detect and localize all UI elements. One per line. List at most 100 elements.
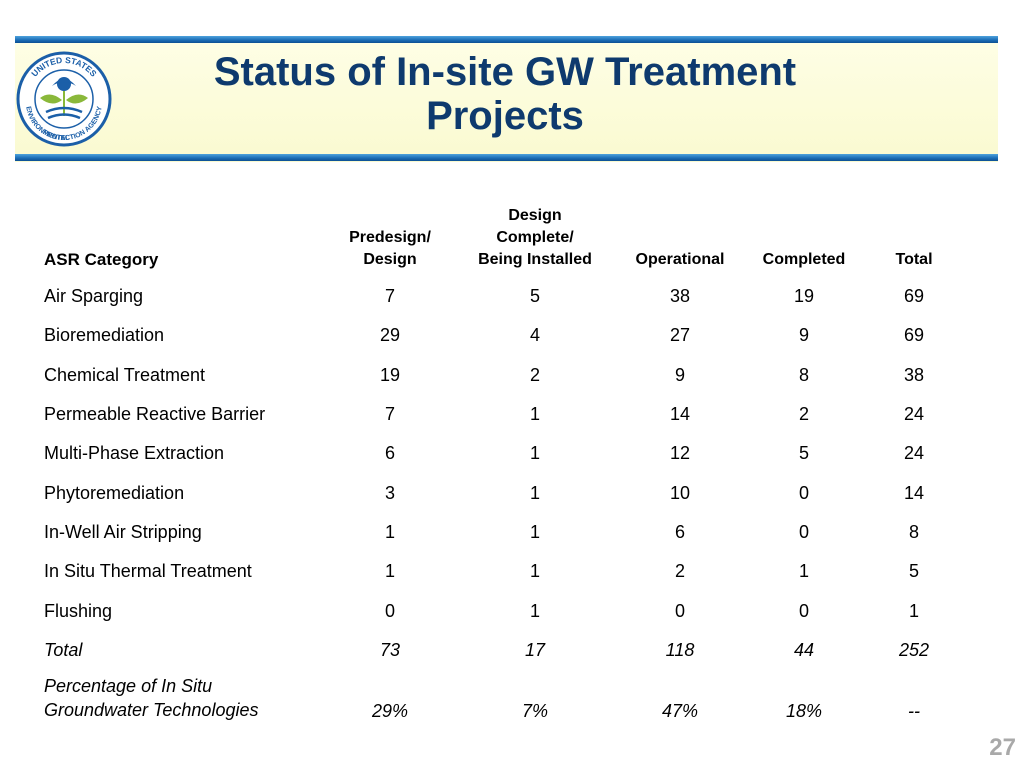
cell-predesign: 3 — [384, 482, 395, 503]
cell-design-complete: 2 — [529, 364, 540, 385]
cell-operational: 14 — [669, 404, 691, 425]
flower-icon — [40, 77, 88, 120]
cell-operational: 12 — [669, 443, 691, 464]
cell-design-complete: 1 — [529, 521, 540, 542]
cell-completed: 0 — [798, 521, 809, 542]
percentage-row: Percentage of In Situ Groundwater Techno… — [36, 670, 964, 724]
row-category: Permeable Reactive Barrier — [44, 404, 266, 425]
row-category: Multi-Phase Extraction — [44, 443, 225, 464]
cell-operational: 38 — [669, 286, 691, 307]
cell-predesign: 7 — [384, 286, 395, 307]
cell-design-complete: 5 — [529, 286, 540, 307]
epa-logo: UNITED STATES ENVIRONMENTAL PROTECTION A… — [16, 51, 112, 147]
total-design-complete: 17 — [524, 639, 546, 660]
slide-title-line-1: Status of In-site GW Treatment — [213, 50, 797, 94]
table-row: Chemical Treatment 19 2 9 8 38 — [36, 356, 964, 395]
table-header-row: ASR Category Predesign/ Design Design Co… — [36, 205, 964, 277]
cell-operational: 27 — [669, 325, 691, 346]
cell-total: 38 — [903, 364, 925, 385]
table-row: Air Sparging 7 5 38 19 69 — [36, 277, 964, 316]
table-row: In-Well Air Stripping 1 1 6 0 8 — [36, 513, 964, 552]
header-predesign: Predesign/ Design — [326, 205, 454, 277]
total-predesign: 73 — [379, 639, 401, 660]
cell-design-complete: 1 — [529, 443, 540, 464]
page-number: 27 — [989, 734, 1016, 761]
cell-operational: 10 — [669, 482, 691, 503]
total-row: Total 73 17 118 44 252 — [36, 631, 964, 670]
banner-bottom-bar — [15, 154, 998, 161]
percentage-design-complete: 7% — [521, 700, 548, 721]
title-banner — [15, 36, 998, 162]
row-category: In-Well Air Stripping — [44, 521, 202, 542]
percentage-predesign: 29% — [371, 700, 409, 721]
cell-total: 14 — [903, 482, 925, 503]
cell-completed: 1 — [798, 561, 809, 582]
total-total: 252 — [898, 639, 930, 660]
cell-predesign: 7 — [384, 404, 395, 425]
header-total: Total — [895, 251, 933, 268]
cell-design-complete: 1 — [529, 561, 540, 582]
header-predesign-line-2: Design — [363, 251, 417, 268]
table-row: Permeable Reactive Barrier 7 1 14 2 24 — [36, 395, 964, 434]
header-design-line-3: Being Installed — [478, 251, 592, 268]
cell-completed: 19 — [793, 286, 815, 307]
percentage-label-line-2: Groundwater Technologies — [44, 699, 259, 720]
table-row: Multi-Phase Extraction 6 1 12 5 24 — [36, 434, 964, 473]
cell-completed: 5 — [798, 443, 809, 464]
cell-completed: 0 — [798, 600, 809, 621]
header-asr-category: ASR Category — [44, 250, 159, 269]
percentage-label: Percentage of In Situ Groundwater Techno… — [36, 670, 326, 724]
header-predesign-line-1: Predesign/ — [349, 229, 431, 246]
row-category: Air Sparging — [44, 286, 144, 307]
row-category: Flushing — [44, 600, 113, 621]
cell-predesign: 6 — [384, 443, 395, 464]
total-completed: 44 — [793, 639, 815, 660]
slide-title-line-2: Projects — [426, 94, 584, 138]
total-operational: 118 — [665, 639, 695, 660]
header-completed: Completed — [762, 251, 846, 268]
status-table: ASR Category Predesign/ Design Design Co… — [36, 205, 964, 724]
percentage-completed: 18% — [785, 700, 823, 721]
total-label: Total — [44, 639, 83, 660]
cell-completed: 2 — [798, 404, 809, 425]
cell-design-complete: 4 — [529, 325, 540, 346]
cell-completed: 9 — [798, 325, 809, 346]
table-row: Flushing 0 1 0 0 1 — [36, 591, 964, 630]
cell-total: 1 — [908, 600, 919, 621]
cell-predesign: 1 — [384, 561, 395, 582]
cell-predesign: 19 — [379, 364, 401, 385]
row-category: Bioremediation — [44, 325, 165, 346]
percentage-total: -- — [908, 700, 920, 721]
row-category: Phytoremediation — [44, 482, 185, 503]
percentage-operational: 47% — [661, 700, 699, 721]
cell-completed: 8 — [798, 364, 809, 385]
cell-total: 69 — [903, 325, 925, 346]
table-row: In Situ Thermal Treatment 1 1 2 1 5 — [36, 552, 964, 591]
cell-total: 24 — [903, 404, 925, 425]
row-category: Chemical Treatment — [44, 364, 206, 385]
cell-predesign: 0 — [384, 600, 395, 621]
header-design-line-1: Design — [508, 207, 562, 224]
slide-title: Status of In-site GW Treatment Projects — [130, 50, 880, 138]
cell-total: 8 — [908, 521, 919, 542]
table-row: Phytoremediation 3 1 10 0 14 — [36, 473, 964, 512]
header-operational: Operational — [635, 251, 725, 268]
cell-operational: 9 — [674, 364, 685, 385]
percentage-label-line-1: Percentage of In Situ — [44, 675, 213, 696]
header-design-line-2: Complete/ — [496, 229, 574, 246]
cell-design-complete: 1 — [529, 404, 540, 425]
cell-predesign: 1 — [384, 521, 395, 542]
cell-operational: 6 — [674, 521, 685, 542]
header-design-complete: Design Complete/ Being Installed — [454, 205, 616, 277]
cell-completed: 0 — [798, 482, 809, 503]
cell-predesign: 29 — [379, 325, 401, 346]
cell-total: 69 — [903, 286, 925, 307]
cell-design-complete: 1 — [529, 600, 540, 621]
row-category: In Situ Thermal Treatment — [44, 561, 252, 582]
cell-total: 24 — [903, 443, 925, 464]
table-row: Bioremediation 29 4 27 9 69 — [36, 316, 964, 355]
cell-operational: 0 — [674, 600, 685, 621]
cell-operational: 2 — [674, 561, 685, 582]
cell-total: 5 — [908, 561, 919, 582]
cell-design-complete: 1 — [529, 482, 540, 503]
